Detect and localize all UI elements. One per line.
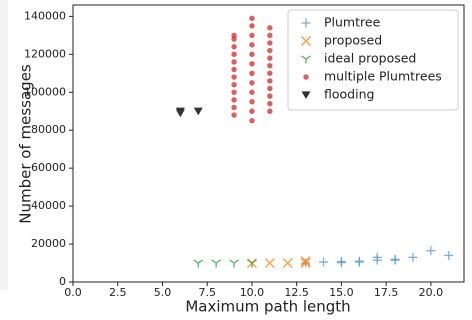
dot-marker	[267, 93, 272, 98]
dot-marker	[267, 25, 272, 30]
x-axis-title: Maximum path length	[185, 298, 350, 316]
plus-marker	[355, 258, 364, 267]
dot-marker	[231, 52, 236, 57]
plus-marker	[337, 258, 346, 267]
dot-marker	[231, 74, 236, 79]
triangle-marker	[194, 108, 203, 116]
dot-marker	[267, 55, 272, 60]
dot-marker	[267, 63, 272, 68]
chart: Maximum path length Number of messages 0…	[0, 0, 472, 320]
x-marker	[283, 259, 292, 268]
series	[231, 16, 272, 124]
dot-marker	[231, 97, 236, 102]
series	[301, 246, 453, 267]
dot-marker	[249, 42, 254, 47]
dot-marker	[231, 59, 236, 64]
dot-marker	[249, 52, 254, 57]
legend: Plumtree proposed ideal proposed multiple P…	[288, 10, 458, 110]
dot-marker	[267, 48, 272, 53]
dot-marker	[231, 105, 236, 110]
x-tick-label: 20.0	[419, 286, 444, 299]
dot-marker	[249, 109, 254, 114]
y-tick-label: 100000	[24, 85, 66, 98]
x-tick-label: 2.5	[109, 286, 127, 299]
dot-marker	[249, 90, 254, 95]
y-tick-label: 20000	[31, 237, 66, 250]
x-tick-label: 12.5	[284, 286, 309, 299]
dot-marker	[249, 80, 254, 85]
legend-label: proposed	[324, 33, 382, 48]
dot-marker	[267, 86, 272, 91]
x-tick-label: 15.0	[329, 286, 354, 299]
dot-marker	[267, 78, 272, 83]
dot-marker	[267, 40, 272, 45]
triangle-marker	[176, 110, 185, 118]
dot-marker	[231, 33, 236, 38]
series	[176, 108, 203, 118]
dot-marker	[231, 90, 236, 95]
y-tick-label: 80000	[31, 123, 66, 136]
tri-marker	[230, 260, 239, 268]
dot-marker	[249, 16, 254, 21]
dot-marker	[231, 44, 236, 49]
dot-marker	[249, 61, 254, 66]
y-tick-label: 140000	[24, 9, 66, 22]
x-tick-label: 10.0	[240, 286, 265, 299]
y-tick-label: 60000	[31, 161, 66, 174]
page: {"chart_data": { "type": "scatter", "x_l…	[0, 0, 472, 320]
dot-marker	[231, 67, 236, 72]
legend-label: multiple Plumtrees	[324, 69, 442, 84]
dot-marker	[249, 118, 254, 123]
x-tick-label: 7.5	[198, 286, 216, 299]
tri-marker	[212, 260, 221, 268]
dot-marker	[267, 33, 272, 38]
legend-label: Plumtree	[324, 15, 381, 30]
legend-label: ideal proposed	[324, 51, 416, 66]
dot-marker	[249, 33, 254, 38]
plus-marker	[391, 256, 400, 265]
plus-marker	[409, 253, 418, 262]
cropped-neighbor	[0, 0, 8, 290]
dot-marker	[231, 82, 236, 87]
x-tick-label: 17.5	[374, 286, 399, 299]
series	[194, 260, 257, 268]
dot-marker	[267, 101, 272, 106]
tri-marker	[194, 260, 203, 268]
legend-label: flooding	[324, 87, 374, 102]
dot-marker	[249, 23, 254, 28]
y-tick-label: 0	[59, 275, 66, 288]
dot-marker	[303, 74, 308, 79]
dot-marker	[231, 112, 236, 117]
x-tick-label: 5.0	[154, 286, 172, 299]
x-tick-label: 0.0	[64, 286, 82, 299]
dot-marker	[267, 71, 272, 76]
dot-marker	[249, 99, 254, 104]
y-tick-label: 120000	[24, 47, 66, 60]
plus-marker	[444, 251, 453, 260]
plus-marker	[319, 258, 328, 267]
dot-marker	[249, 71, 254, 76]
x-marker	[265, 259, 274, 268]
series	[247, 257, 310, 268]
y-tick-label: 40000	[31, 199, 66, 212]
plus-marker	[426, 246, 435, 255]
dot-marker	[267, 109, 272, 114]
